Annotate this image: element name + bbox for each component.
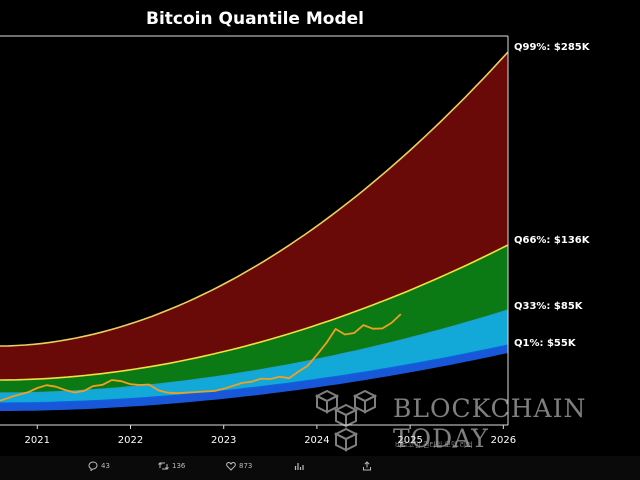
band-below-q1 <box>0 345 508 411</box>
views-action[interactable] <box>294 461 307 471</box>
x-tick-label-2022: 2022 <box>118 435 143 446</box>
band-q33-q66 <box>0 245 508 393</box>
chart-plot: 2021 2022 2023 2024 2025 2026 <box>0 35 516 446</box>
reply-action[interactable]: 43 <box>88 461 110 471</box>
like-icon <box>226 461 236 471</box>
blockchain-logo-icon <box>314 390 378 452</box>
x-tick-label-2023: 2023 <box>211 435 236 446</box>
x-tick-label-2021: 2021 <box>25 435 50 446</box>
q99-label: Q99%: $285K <box>514 42 590 53</box>
like-action[interactable]: 873 <box>226 461 252 471</box>
reply-icon <box>88 461 98 471</box>
watermark: BLOCKCHAIN TODAY <box>305 390 625 458</box>
x-tick-label-2025: 2025 <box>397 435 422 446</box>
q66-label: Q66%: $136K <box>514 235 590 246</box>
q66-line <box>0 244 509 381</box>
social-action-bar: 43 136 873 <box>0 456 640 480</box>
band-q1-q33 <box>0 310 508 403</box>
q99-line <box>0 51 509 347</box>
watermark-line1: BLOCKCHAIN <box>393 394 587 423</box>
price-series-line <box>0 313 402 402</box>
like-count: 873 <box>239 462 253 470</box>
repost-count: 136 <box>172 462 186 470</box>
share-icon <box>363 461 371 471</box>
band-q66-q99 <box>0 52 508 380</box>
reply-count: 43 <box>101 462 110 470</box>
q33-label: Q33%: $85K <box>514 301 583 312</box>
share-action[interactable] <box>362 461 372 471</box>
watermark-line2: TODAY <box>393 424 489 453</box>
watermark-caption: 비트코인 퀀타일 모델 리더 <box>395 441 473 449</box>
repost-action[interactable]: 136 <box>158 461 185 471</box>
repost-icon <box>158 462 169 470</box>
q1-label: Q1%: $55K <box>514 338 576 349</box>
views-icon <box>294 463 304 470</box>
q1-line <box>0 344 509 404</box>
x-tick-label-2024: 2024 <box>304 435 329 446</box>
chart-title: Bitcoin Quantile Model <box>146 9 364 29</box>
x-tick-label-2026: 2026 <box>491 435 516 446</box>
